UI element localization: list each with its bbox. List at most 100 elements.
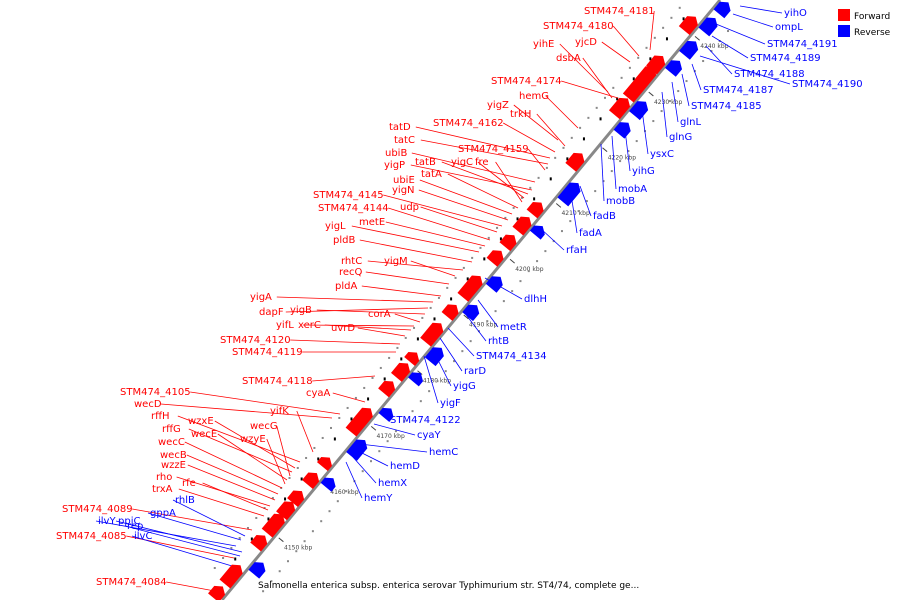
guide-dot	[345, 490, 348, 493]
guide-dot	[579, 126, 582, 129]
leader-line	[177, 415, 301, 463]
guide-dot	[320, 520, 323, 523]
tick-label: 4220 kbp	[608, 154, 636, 161]
guide-dot	[386, 440, 389, 443]
reverse-gene-block	[378, 407, 394, 422]
guide-dash	[665, 37, 668, 41]
reverse-gene-label: glnL	[680, 117, 701, 128]
guide-dot	[313, 446, 316, 449]
forward-gene-label: STM474_4120	[220, 335, 291, 346]
leader-line	[579, 185, 592, 217]
reverse-gene-block	[424, 347, 444, 367]
tick-label: 4190 kbp	[469, 322, 497, 329]
guide-dot	[411, 410, 414, 413]
reverse-gene-block	[698, 17, 718, 37]
guide-dot	[363, 386, 366, 389]
forward-gene-label: rho	[156, 472, 172, 483]
reverse-gene-label: hemD	[390, 461, 420, 472]
reverse-gene-block	[679, 40, 699, 60]
guide-dot	[346, 406, 349, 409]
guide-dot	[652, 120, 655, 123]
leader-line	[711, 35, 749, 59]
guide-dot	[371, 376, 374, 379]
backbone-line	[220, 0, 722, 600]
reverse-gene-label: mobB	[606, 196, 635, 207]
forward-gene-block	[499, 234, 517, 252]
forward-gene-label: STM474_4084	[96, 577, 167, 588]
guide-dash	[317, 457, 320, 461]
forward-gene-label: tatD	[389, 122, 411, 133]
guide-dot	[628, 66, 631, 69]
tick-mark	[555, 203, 562, 208]
guide-dash	[616, 97, 619, 101]
forward-gene-block	[276, 501, 296, 521]
reverse-genes	[248, 1, 731, 579]
tick-mark	[602, 147, 608, 153]
reverse-gene-label: metR	[500, 322, 527, 333]
guide-dot	[428, 390, 431, 393]
reverse-gene-label: yihG	[632, 166, 655, 177]
leader-line	[385, 221, 486, 247]
reverse-gene-block	[248, 562, 266, 579]
guide-dot	[429, 306, 432, 309]
reverse-gene-label: STM474_4189	[750, 53, 821, 64]
guide-dot	[627, 150, 630, 153]
leader-line	[214, 420, 296, 469]
reverse-gene-label: STM474_4134	[476, 351, 547, 362]
leader-line	[276, 296, 434, 303]
forward-gene-label: wecE	[191, 429, 217, 440]
reverse-gene-label: rarD	[464, 366, 486, 377]
leader-line	[361, 285, 442, 297]
guide-dot	[213, 567, 216, 570]
guide-dot	[670, 16, 673, 19]
reverse-gene-label: ompL	[775, 22, 803, 33]
forward-gene-label: dapF	[259, 307, 284, 318]
forward-gene-block	[486, 250, 504, 267]
leader-line	[559, 43, 609, 93]
guide-dash	[333, 437, 336, 441]
forward-gene-label: STM474_4159	[458, 144, 529, 155]
reverse-gene-block	[613, 122, 631, 139]
guide-dash	[499, 237, 502, 241]
guide-dash	[250, 537, 253, 541]
leader-line	[202, 482, 269, 511]
leader-line	[411, 152, 536, 183]
forward-gene-label: tatA	[421, 169, 442, 180]
forward-gene-block	[250, 534, 268, 552]
guide-dot	[378, 450, 381, 453]
guide-dot	[668, 100, 671, 103]
leader-line	[365, 271, 450, 285]
leader-line	[190, 391, 341, 415]
reverse-gene-label: STM474_4190	[792, 79, 863, 90]
leader-line	[160, 403, 333, 419]
forward-gene-block	[391, 362, 411, 382]
guide-dash	[466, 277, 469, 281]
guide-dash	[483, 257, 486, 261]
forward-gene-label: STM474_4118	[242, 376, 313, 387]
guide-dot	[394, 430, 397, 433]
guide-dot	[612, 86, 615, 89]
guide-dash	[400, 357, 403, 361]
reverse-gene-label: hemC	[429, 447, 458, 458]
leader-line	[115, 520, 243, 553]
leader-line	[296, 410, 314, 453]
reverse-gene-block	[713, 1, 731, 19]
guide-dots	[213, 6, 730, 593]
guide-dot	[361, 470, 364, 473]
guide-dot	[469, 340, 472, 343]
leader-line	[691, 63, 702, 91]
reverse-gene-label: mobA	[618, 184, 647, 195]
leader-line	[132, 508, 253, 531]
forward-gene-block	[287, 490, 305, 508]
forward-gene-label: wecD	[134, 399, 162, 410]
leader-line	[513, 104, 559, 141]
guide-dot	[238, 536, 241, 539]
guide-dot	[662, 26, 665, 29]
guide-dot	[496, 226, 499, 229]
guide-dash	[416, 337, 419, 341]
forward-gene-block	[345, 407, 373, 437]
reverse-gene-labels: yihO ompL STM474_4191 STM474_4189 STM474_418…	[98, 8, 863, 542]
guide-dot	[554, 156, 557, 159]
guide-dot	[727, 30, 730, 33]
guide-dot	[710, 50, 713, 53]
